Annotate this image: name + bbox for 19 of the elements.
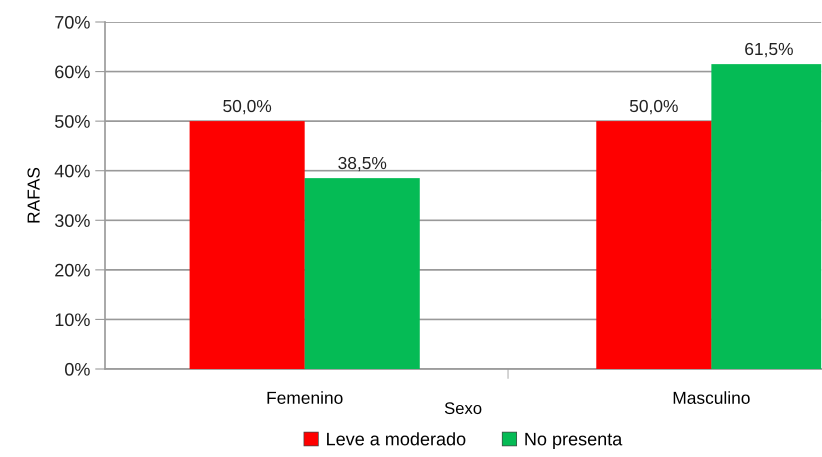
data-label: 50,0% [223, 100, 272, 114]
y-tick-label: 60% [55, 66, 90, 78]
x-tick-label: Masculino [674, 391, 750, 404]
data-label: 50,0% [630, 100, 678, 114]
data-label: 61,5% [745, 42, 793, 58]
legend-label: Leve a moderado [327, 432, 466, 446]
y-tick-label: 30% [54, 214, 90, 228]
legend-label: No presenta [525, 432, 622, 450]
y-tick-label: 20% [55, 264, 90, 277]
y-tick-label: 70% [55, 16, 90, 29]
data-label: 38,5% [338, 156, 386, 172]
y-axis-title: RAFAS [27, 168, 40, 223]
y-tick-label: 0% [65, 362, 90, 376]
y-tick-label: 50% [55, 115, 90, 128]
x-tick-label: Femenino [268, 391, 343, 404]
x-axis-title: Sexo [444, 402, 482, 414]
y-tick-label: 40% [54, 164, 90, 178]
y-tick-label: 10% [56, 313, 90, 326]
bar [190, 121, 305, 369]
